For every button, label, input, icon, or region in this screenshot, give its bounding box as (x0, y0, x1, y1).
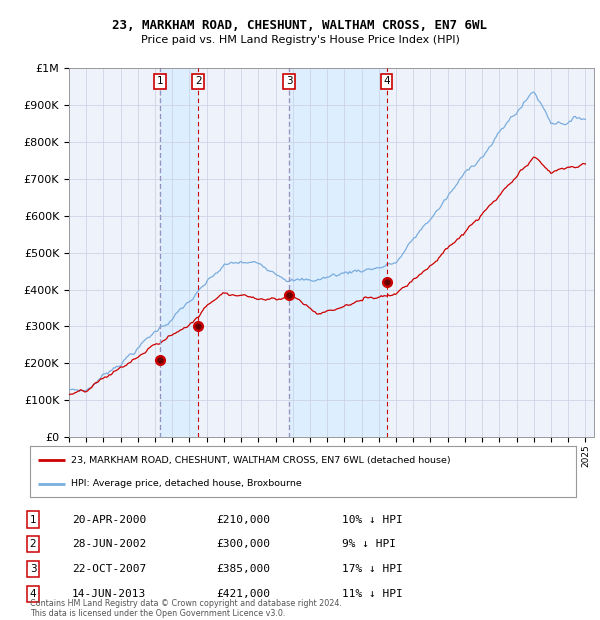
Text: 1: 1 (157, 76, 164, 86)
Text: 2: 2 (195, 76, 202, 86)
Text: 28-JUN-2002: 28-JUN-2002 (72, 539, 146, 549)
Text: 11% ↓ HPI: 11% ↓ HPI (342, 589, 403, 599)
Text: £421,000: £421,000 (216, 589, 270, 599)
Text: 14-JUN-2013: 14-JUN-2013 (72, 589, 146, 599)
Text: 22-OCT-2007: 22-OCT-2007 (72, 564, 146, 574)
Text: 4: 4 (29, 589, 37, 599)
Bar (289, 68, 386, 437)
Text: 4: 4 (383, 76, 390, 86)
Text: £385,000: £385,000 (216, 564, 270, 574)
Text: 23, MARKHAM ROAD, CHESHUNT, WALTHAM CROSS, EN7 6WL: 23, MARKHAM ROAD, CHESHUNT, WALTHAM CROS… (113, 19, 487, 32)
Text: 20-APR-2000: 20-APR-2000 (72, 515, 146, 525)
Text: 3: 3 (29, 564, 37, 574)
Text: £210,000: £210,000 (216, 515, 270, 525)
Text: 9% ↓ HPI: 9% ↓ HPI (342, 539, 396, 549)
Text: Contains HM Land Registry data © Crown copyright and database right 2024.
This d: Contains HM Land Registry data © Crown c… (30, 599, 342, 618)
Text: £300,000: £300,000 (216, 539, 270, 549)
Text: 3: 3 (286, 76, 293, 86)
Bar (160, 68, 198, 437)
Text: 10% ↓ HPI: 10% ↓ HPI (342, 515, 403, 525)
Text: 2: 2 (29, 539, 37, 549)
Text: 1: 1 (29, 515, 37, 525)
Text: 17% ↓ HPI: 17% ↓ HPI (342, 564, 403, 574)
Text: 23, MARKHAM ROAD, CHESHUNT, WALTHAM CROSS, EN7 6WL (detached house): 23, MARKHAM ROAD, CHESHUNT, WALTHAM CROS… (71, 456, 451, 464)
Text: HPI: Average price, detached house, Broxbourne: HPI: Average price, detached house, Brox… (71, 479, 302, 488)
Text: Price paid vs. HM Land Registry's House Price Index (HPI): Price paid vs. HM Land Registry's House … (140, 35, 460, 45)
